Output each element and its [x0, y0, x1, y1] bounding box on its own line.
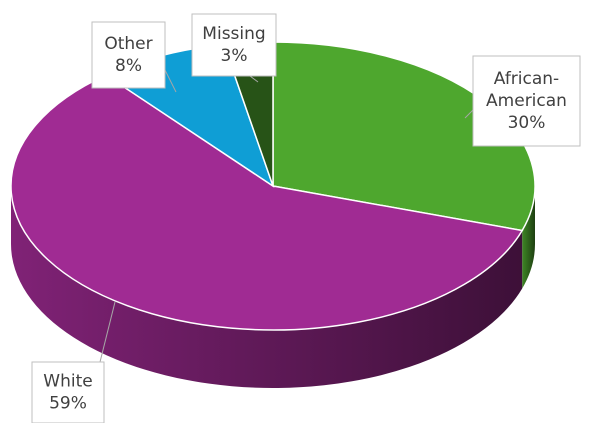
- label-value: 8%: [115, 56, 142, 76]
- label-name: White: [43, 372, 92, 392]
- label-name: Missing: [202, 24, 265, 44]
- label-name: African-American: [486, 69, 567, 111]
- slice-side: [522, 186, 535, 289]
- leader-line: [164, 69, 177, 93]
- label-box: [91, 21, 166, 89]
- label-value: 3%: [221, 46, 248, 66]
- label-value: 30%: [508, 113, 546, 133]
- label-box: [472, 55, 581, 147]
- slice: [10, 74, 524, 331]
- label-box: [191, 13, 277, 77]
- label-name: Other: [104, 34, 152, 54]
- label-box: [31, 361, 105, 423]
- leader-line: [249, 75, 259, 83]
- label-value: 59%: [49, 394, 87, 414]
- slice-side: [11, 186, 523, 388]
- leader-line: [464, 109, 474, 119]
- leader-line: [99, 301, 116, 363]
